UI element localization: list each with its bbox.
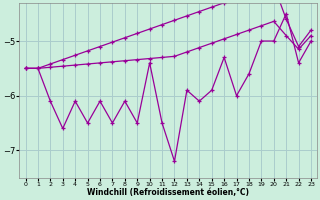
X-axis label: Windchill (Refroidissement éolien,°C): Windchill (Refroidissement éolien,°C) — [87, 188, 249, 197]
